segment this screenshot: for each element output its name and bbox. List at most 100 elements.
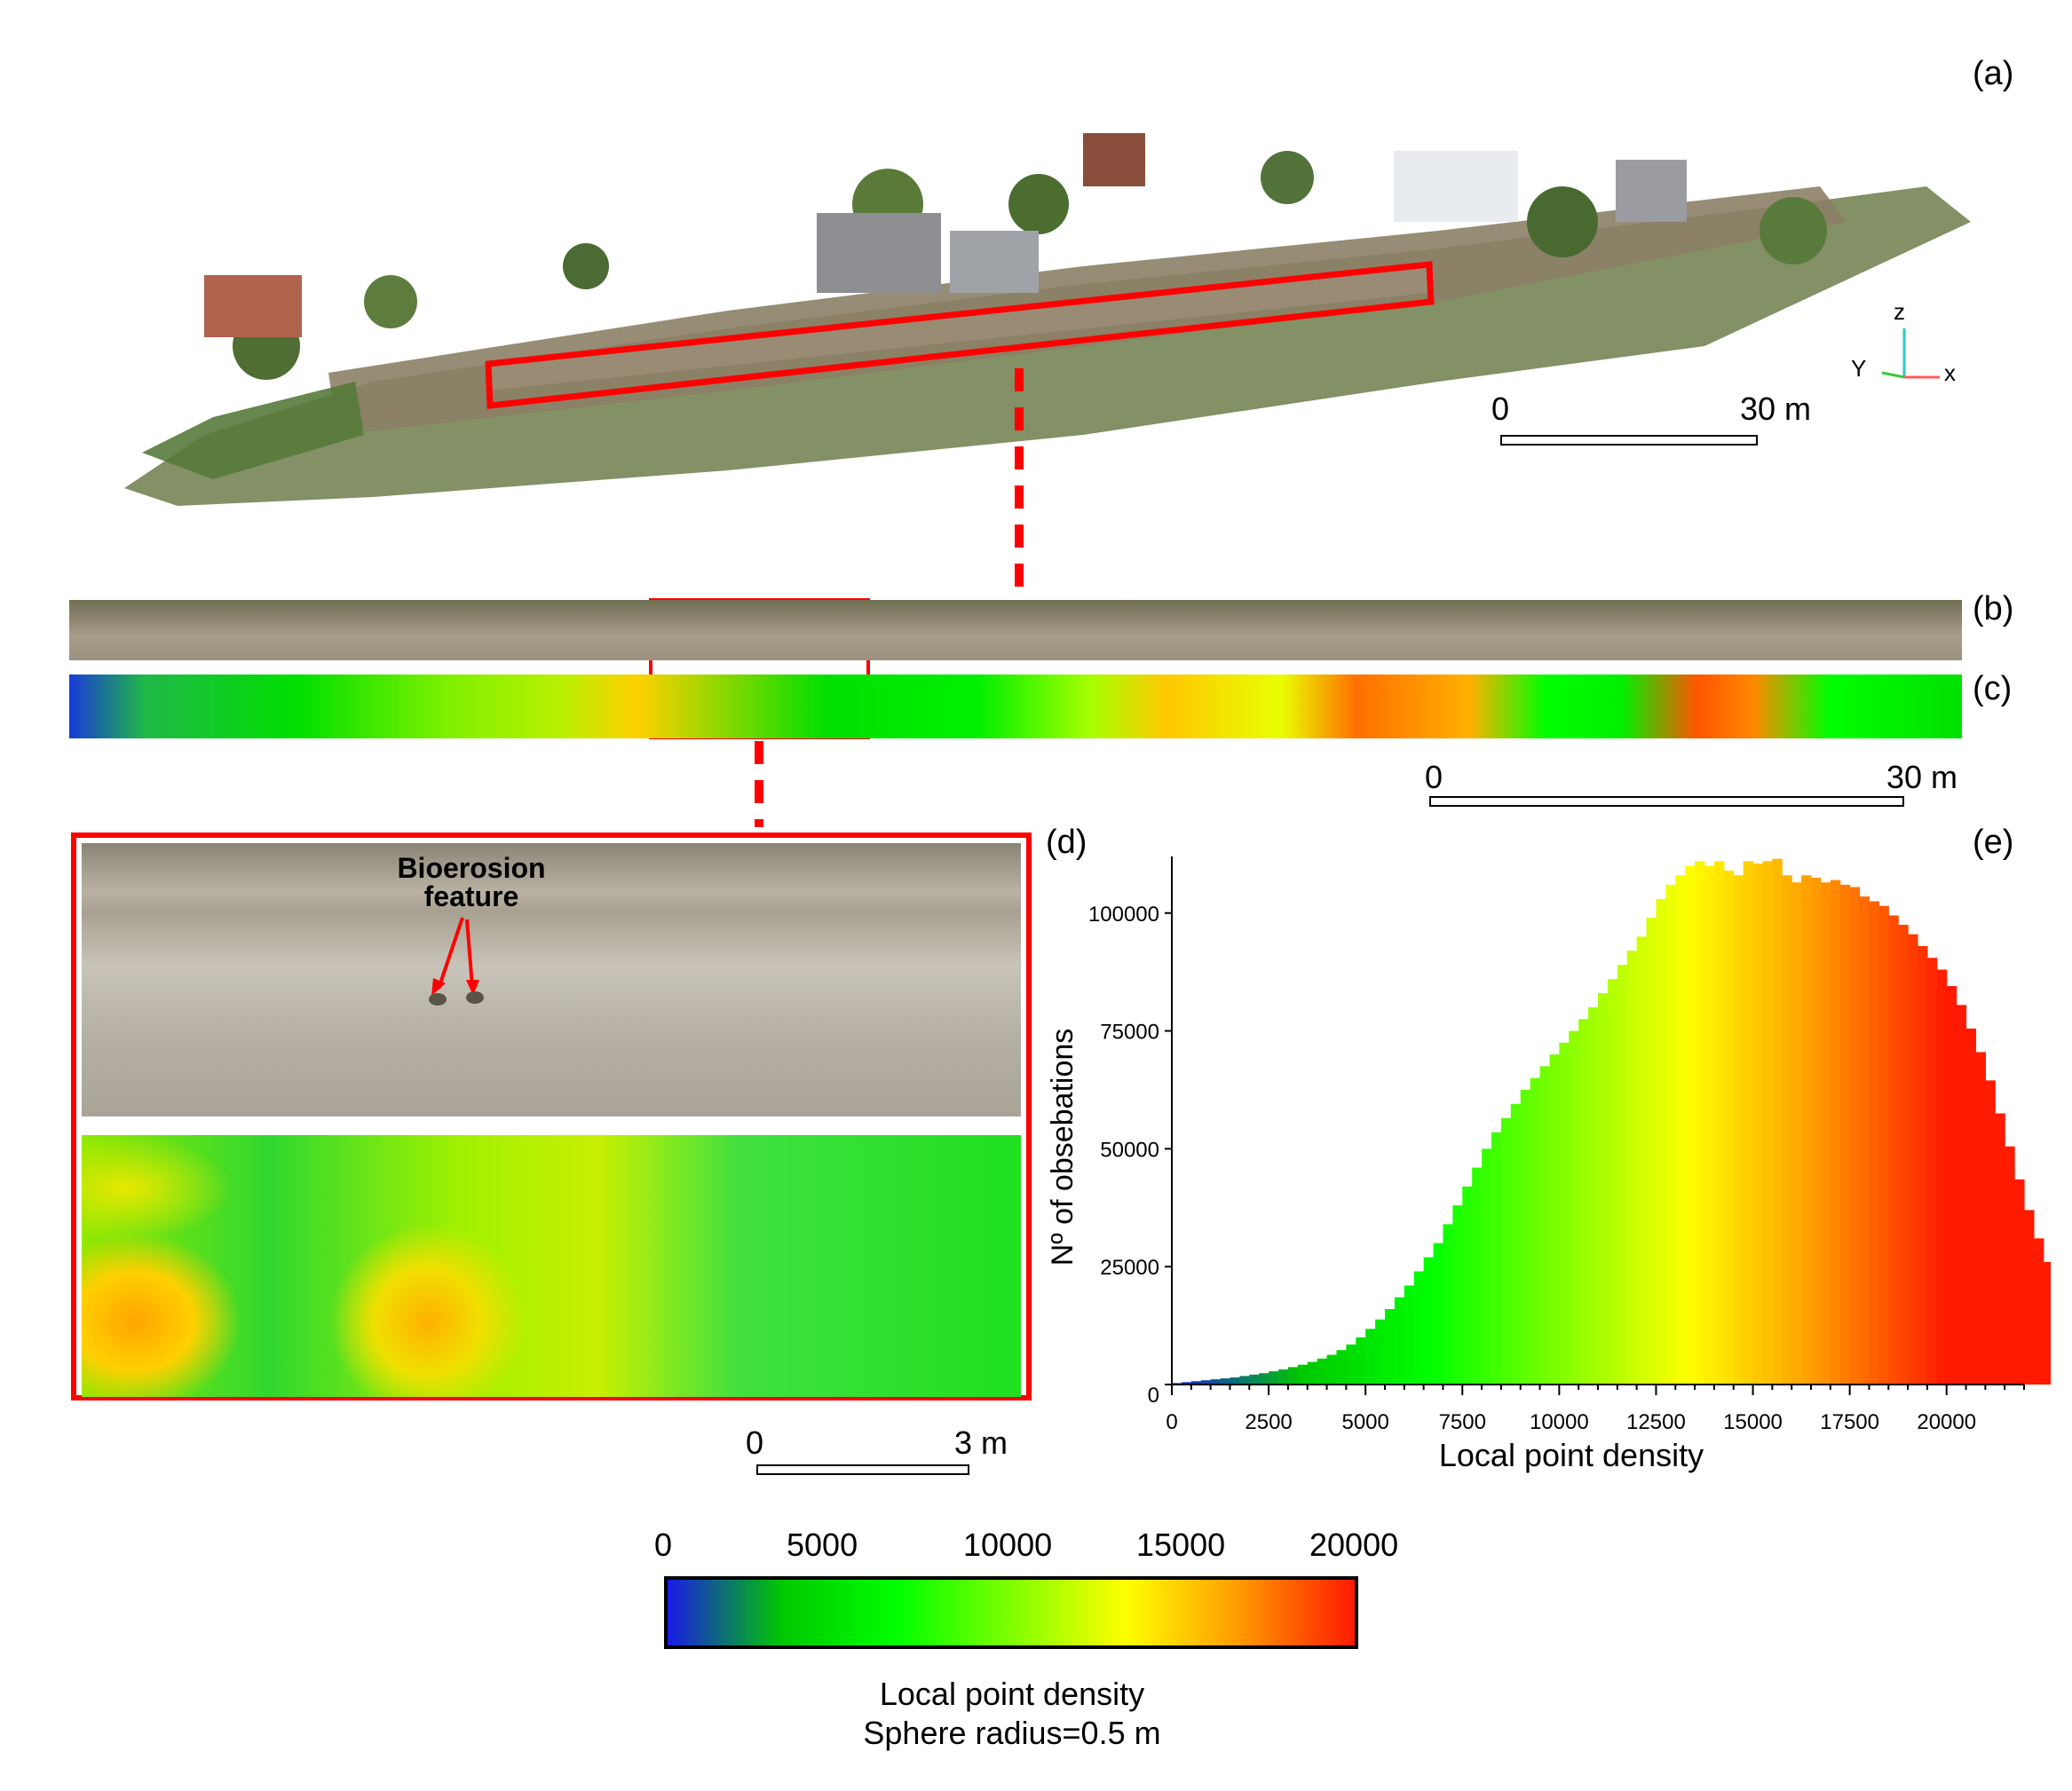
y-axis-label: Nº of obsebations <box>1046 1029 1079 1266</box>
panel-d-zoom: Bioerosion feature <box>71 832 1032 1400</box>
colorbar-title: Local point density <box>879 1676 1145 1712</box>
highlight-rectangle-a <box>485 261 1435 409</box>
histogram-bar <box>1636 936 1648 1385</box>
bioerosion-arrows <box>429 917 484 1006</box>
colorbar-tick: 0 <box>654 1527 673 1563</box>
histogram-bar <box>1549 1054 1560 1385</box>
histogram-bar <box>1839 884 1851 1385</box>
histogram-bar <box>1791 882 1802 1385</box>
y-tick-label: 100000 <box>1088 903 1159 927</box>
panel-c-density-strip <box>69 675 1962 738</box>
scalebar-d: 0 3 m <box>746 1424 1030 1487</box>
histogram-bar <box>1598 993 1609 1385</box>
histogram-bar <box>1307 1361 1318 1385</box>
x-tick-label: 20000 <box>1917 1410 1976 1434</box>
x-tick-label: 15000 <box>1723 1410 1783 1434</box>
histogram-bar <box>1752 863 1764 1385</box>
panel-b-cliff-strip <box>69 600 1962 660</box>
panel-label-e: (e) <box>1973 824 2014 861</box>
panel-label-b: (b) <box>1973 590 2014 627</box>
x-tick-label: 17500 <box>1820 1410 1879 1434</box>
histogram-bar <box>1713 861 1725 1385</box>
histogram-bar <box>1995 1113 2005 1385</box>
histogram-bar <box>1239 1376 1250 1385</box>
histogram-bar <box>1500 1117 1512 1385</box>
histogram-bar <box>1849 887 1861 1385</box>
histogram-bar <box>1346 1344 1356 1385</box>
histogram-bar <box>1259 1373 1269 1385</box>
histogram-chart: 0 25000 50000 75000 100000 0 2500 5000 7500 10000… <box>1046 856 2051 1473</box>
panel-label-d: (d) <box>1046 824 1087 861</box>
scalebar-a-start: 0 <box>1491 391 1510 427</box>
x-tick-label: 12500 <box>1626 1410 1686 1434</box>
histogram-bar <box>1985 1080 1996 1385</box>
histogram-bar <box>2033 1238 2044 1385</box>
histogram-bar <box>1811 877 1822 1385</box>
scalebar-c: 0 30 m <box>1425 759 1975 821</box>
histogram-bar <box>1220 1378 1231 1385</box>
histogram-bar <box>1733 875 1744 1385</box>
colorbar-tick: 5000 <box>787 1527 858 1563</box>
histogram-bar <box>1859 896 1870 1385</box>
histogram-bar <box>1762 861 1773 1385</box>
histogram-bar <box>1908 934 1918 1385</box>
histogram-bar <box>1743 861 1754 1385</box>
scalebar-c-start: 0 <box>1425 759 1443 795</box>
y-tick-label: 25000 <box>1100 1256 1159 1280</box>
histogram-bar <box>2043 1261 2051 1385</box>
histogram-bar <box>1520 1089 1531 1385</box>
histogram-bar <box>1656 898 1666 1385</box>
panel-d-density <box>82 1135 1021 1397</box>
histogram-bar <box>1723 870 1735 1385</box>
histogram-bar <box>1830 880 1841 1385</box>
histogram-bar <box>1888 915 1899 1385</box>
histogram-bar <box>1385 1309 1396 1385</box>
histogram-bar <box>1918 945 1928 1385</box>
histogram-bar <box>1404 1285 1415 1385</box>
scalebar-d-bar <box>756 1464 969 1475</box>
bioerosion-annotation: Bioerosion feature <box>369 854 573 911</box>
y-tick-label: 50000 <box>1100 1138 1159 1162</box>
histogram-bar <box>1269 1371 1279 1385</box>
x-tick-label: 0 <box>1166 1410 1177 1434</box>
x-tick-label: 7500 <box>1439 1410 1486 1434</box>
histogram-bar <box>1433 1243 1444 1385</box>
histogram-bar <box>1539 1066 1551 1385</box>
panel-d-rgb <box>82 843 1021 1116</box>
axis-z-label: z <box>1894 298 1905 325</box>
histogram-bar <box>1820 882 1831 1385</box>
histogram-bar <box>1695 861 1705 1385</box>
y-tick-label: 0 <box>1148 1384 1159 1408</box>
colorbar-gradient <box>664 1576 1358 1649</box>
histogram-bar <box>1569 1030 1579 1385</box>
histogram-bar <box>1617 965 1628 1385</box>
histogram-bar <box>1956 1005 1967 1385</box>
histogram-bar <box>1975 1052 1986 1385</box>
histogram-bar <box>1898 925 1909 1385</box>
colorbar-subtitle: Sphere radius=0.5 m <box>863 1715 1161 1751</box>
x-tick-label: 5000 <box>1341 1410 1388 1434</box>
histogram-bar <box>1626 951 1638 1385</box>
colorbar-ticks: 0 5000 10000 15000 20000 <box>621 1527 1420 1566</box>
histogram-bar <box>1782 875 1792 1385</box>
histogram-bar <box>2024 1210 2035 1385</box>
histogram-bar <box>1578 1019 1589 1385</box>
histogram-bar <box>1375 1319 1386 1385</box>
histogram-bar <box>1336 1350 1347 1385</box>
histogram-bar <box>1878 905 1889 1385</box>
histogram-bar <box>1297 1364 1309 1385</box>
histogram-bar <box>1249 1374 1260 1385</box>
histogram-bar <box>1365 1329 1376 1385</box>
histogram-bar <box>1559 1042 1570 1385</box>
histogram-bar <box>1230 1377 1240 1385</box>
colorbar-tick: 10000 <box>963 1527 1053 1563</box>
y-tick-label: 75000 <box>1100 1021 1159 1045</box>
scalebar-d-start: 0 <box>746 1424 764 1461</box>
axis-gizmo: z Y x <box>1851 298 1966 391</box>
colorbar-tick: 15000 <box>1136 1527 1226 1563</box>
colorbar-tick: 20000 <box>1309 1527 1399 1563</box>
histogram-bar <box>1190 1381 1202 1385</box>
histogram-bar <box>1588 1007 1599 1385</box>
histogram-bar <box>1278 1369 1289 1385</box>
histogram-bar <box>1530 1077 1541 1385</box>
